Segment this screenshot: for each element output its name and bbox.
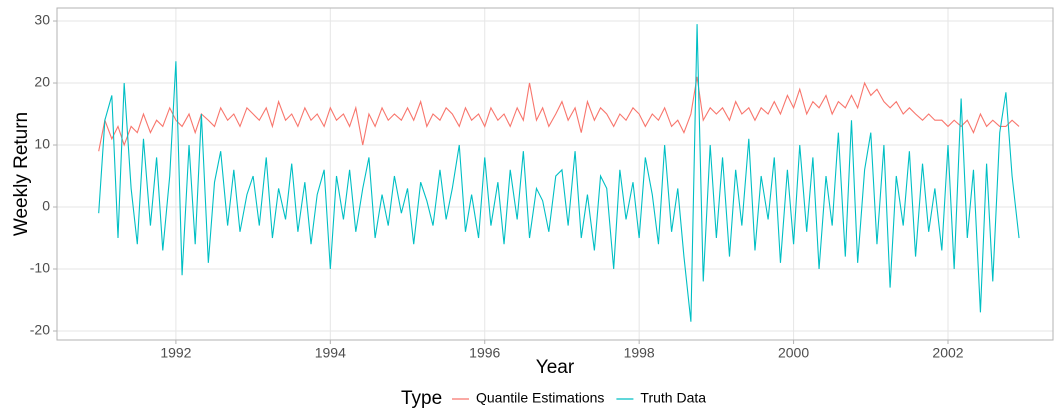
legend-label: Truth Data [640,390,706,406]
x-axis-title: Year [536,357,575,378]
y-tick-label: 30 [34,12,50,28]
y-tick-label: 10 [34,136,50,152]
y-tick-label: -20 [30,322,50,338]
y-tick-label: -10 [30,260,50,276]
legend-label: Quantile Estimations [476,390,604,406]
panel-border [56,7,1054,341]
x-tick-label: 1992 [160,345,191,361]
x-tick-label: 1998 [624,345,655,361]
y-axis-title: Weekly Return [11,112,32,236]
legend: Type Quantile Estimations Truth Data [401,388,706,409]
series-line [98,24,1020,322]
x-tick-label: 1996 [469,345,500,361]
x-tick-label: 2000 [778,345,809,361]
y-tick-label: 20 [34,74,50,90]
legend-title: Type [401,388,442,409]
y-tick-label: 0 [42,198,50,214]
series-line [98,76,1020,152]
x-tick-label: 1994 [315,345,346,361]
x-tick-label: 2002 [932,345,963,361]
